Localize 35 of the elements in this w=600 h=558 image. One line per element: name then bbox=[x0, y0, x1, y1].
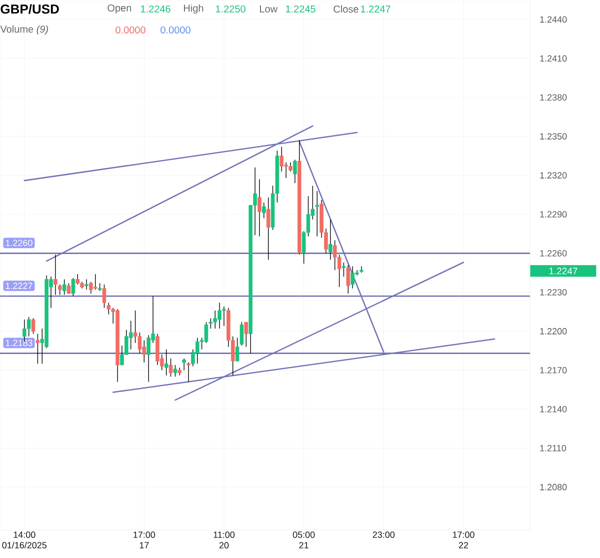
y-tick-label: 1.2380 bbox=[540, 94, 567, 101]
y-tick-label: 1.2230 bbox=[540, 289, 567, 296]
y-tick-label: 1.2200 bbox=[540, 328, 567, 334]
annotation: Close bbox=[334, 5, 358, 13]
annotation: 0.0000 bbox=[160, 26, 190, 34]
y-tick-label: 1.2260 bbox=[540, 250, 567, 256]
ref-line-label: 1.2260 bbox=[6, 240, 32, 246]
annotation: 1.2245 bbox=[286, 5, 316, 13]
y-tick-label: 1.2080 bbox=[540, 484, 567, 490]
x-tick-label: 17:00 22 bbox=[452, 532, 474, 548]
x-tick-label: 14:00 01/16/2025 bbox=[2, 532, 47, 548]
annotation: High bbox=[184, 4, 204, 14]
x-tick-label: 23:00 bbox=[372, 532, 395, 538]
y-tick-label: 1.2140 bbox=[540, 406, 567, 412]
annotation: 1.2246 bbox=[140, 5, 170, 13]
annotation: 0.0000 bbox=[116, 26, 146, 34]
ref-line-label: 1.2183 bbox=[6, 340, 32, 346]
y-tick-label: 1.2320 bbox=[540, 172, 567, 179]
chart-title: GBP/USD bbox=[0, 4, 59, 14]
annotation: 1.2247 bbox=[360, 5, 390, 12]
annotation: 1.2250 bbox=[216, 5, 246, 13]
annotation: Volume (9) bbox=[0, 25, 48, 35]
y-tick-label: 1.2290 bbox=[540, 211, 567, 218]
x-tick-label: 11:00 20 bbox=[214, 532, 235, 548]
y-tick-label: 1.2350 bbox=[540, 133, 567, 140]
annotation: Low bbox=[260, 6, 278, 12]
text: 1.2247 bbox=[549, 268, 578, 274]
y-tick-label: 1.2110 bbox=[540, 444, 566, 452]
ref-line-label: 1.2227 bbox=[6, 282, 32, 289]
y-tick-label: 1.2440 bbox=[540, 16, 567, 23]
annotation: Open bbox=[108, 4, 132, 14]
y-tick-label: 1.2170 bbox=[540, 367, 567, 374]
x-tick-label: 05:00 21 bbox=[292, 532, 315, 548]
x-tick-label: 17:00 17 bbox=[134, 532, 156, 548]
y-tick-label: 1.2410 bbox=[540, 55, 567, 62]
